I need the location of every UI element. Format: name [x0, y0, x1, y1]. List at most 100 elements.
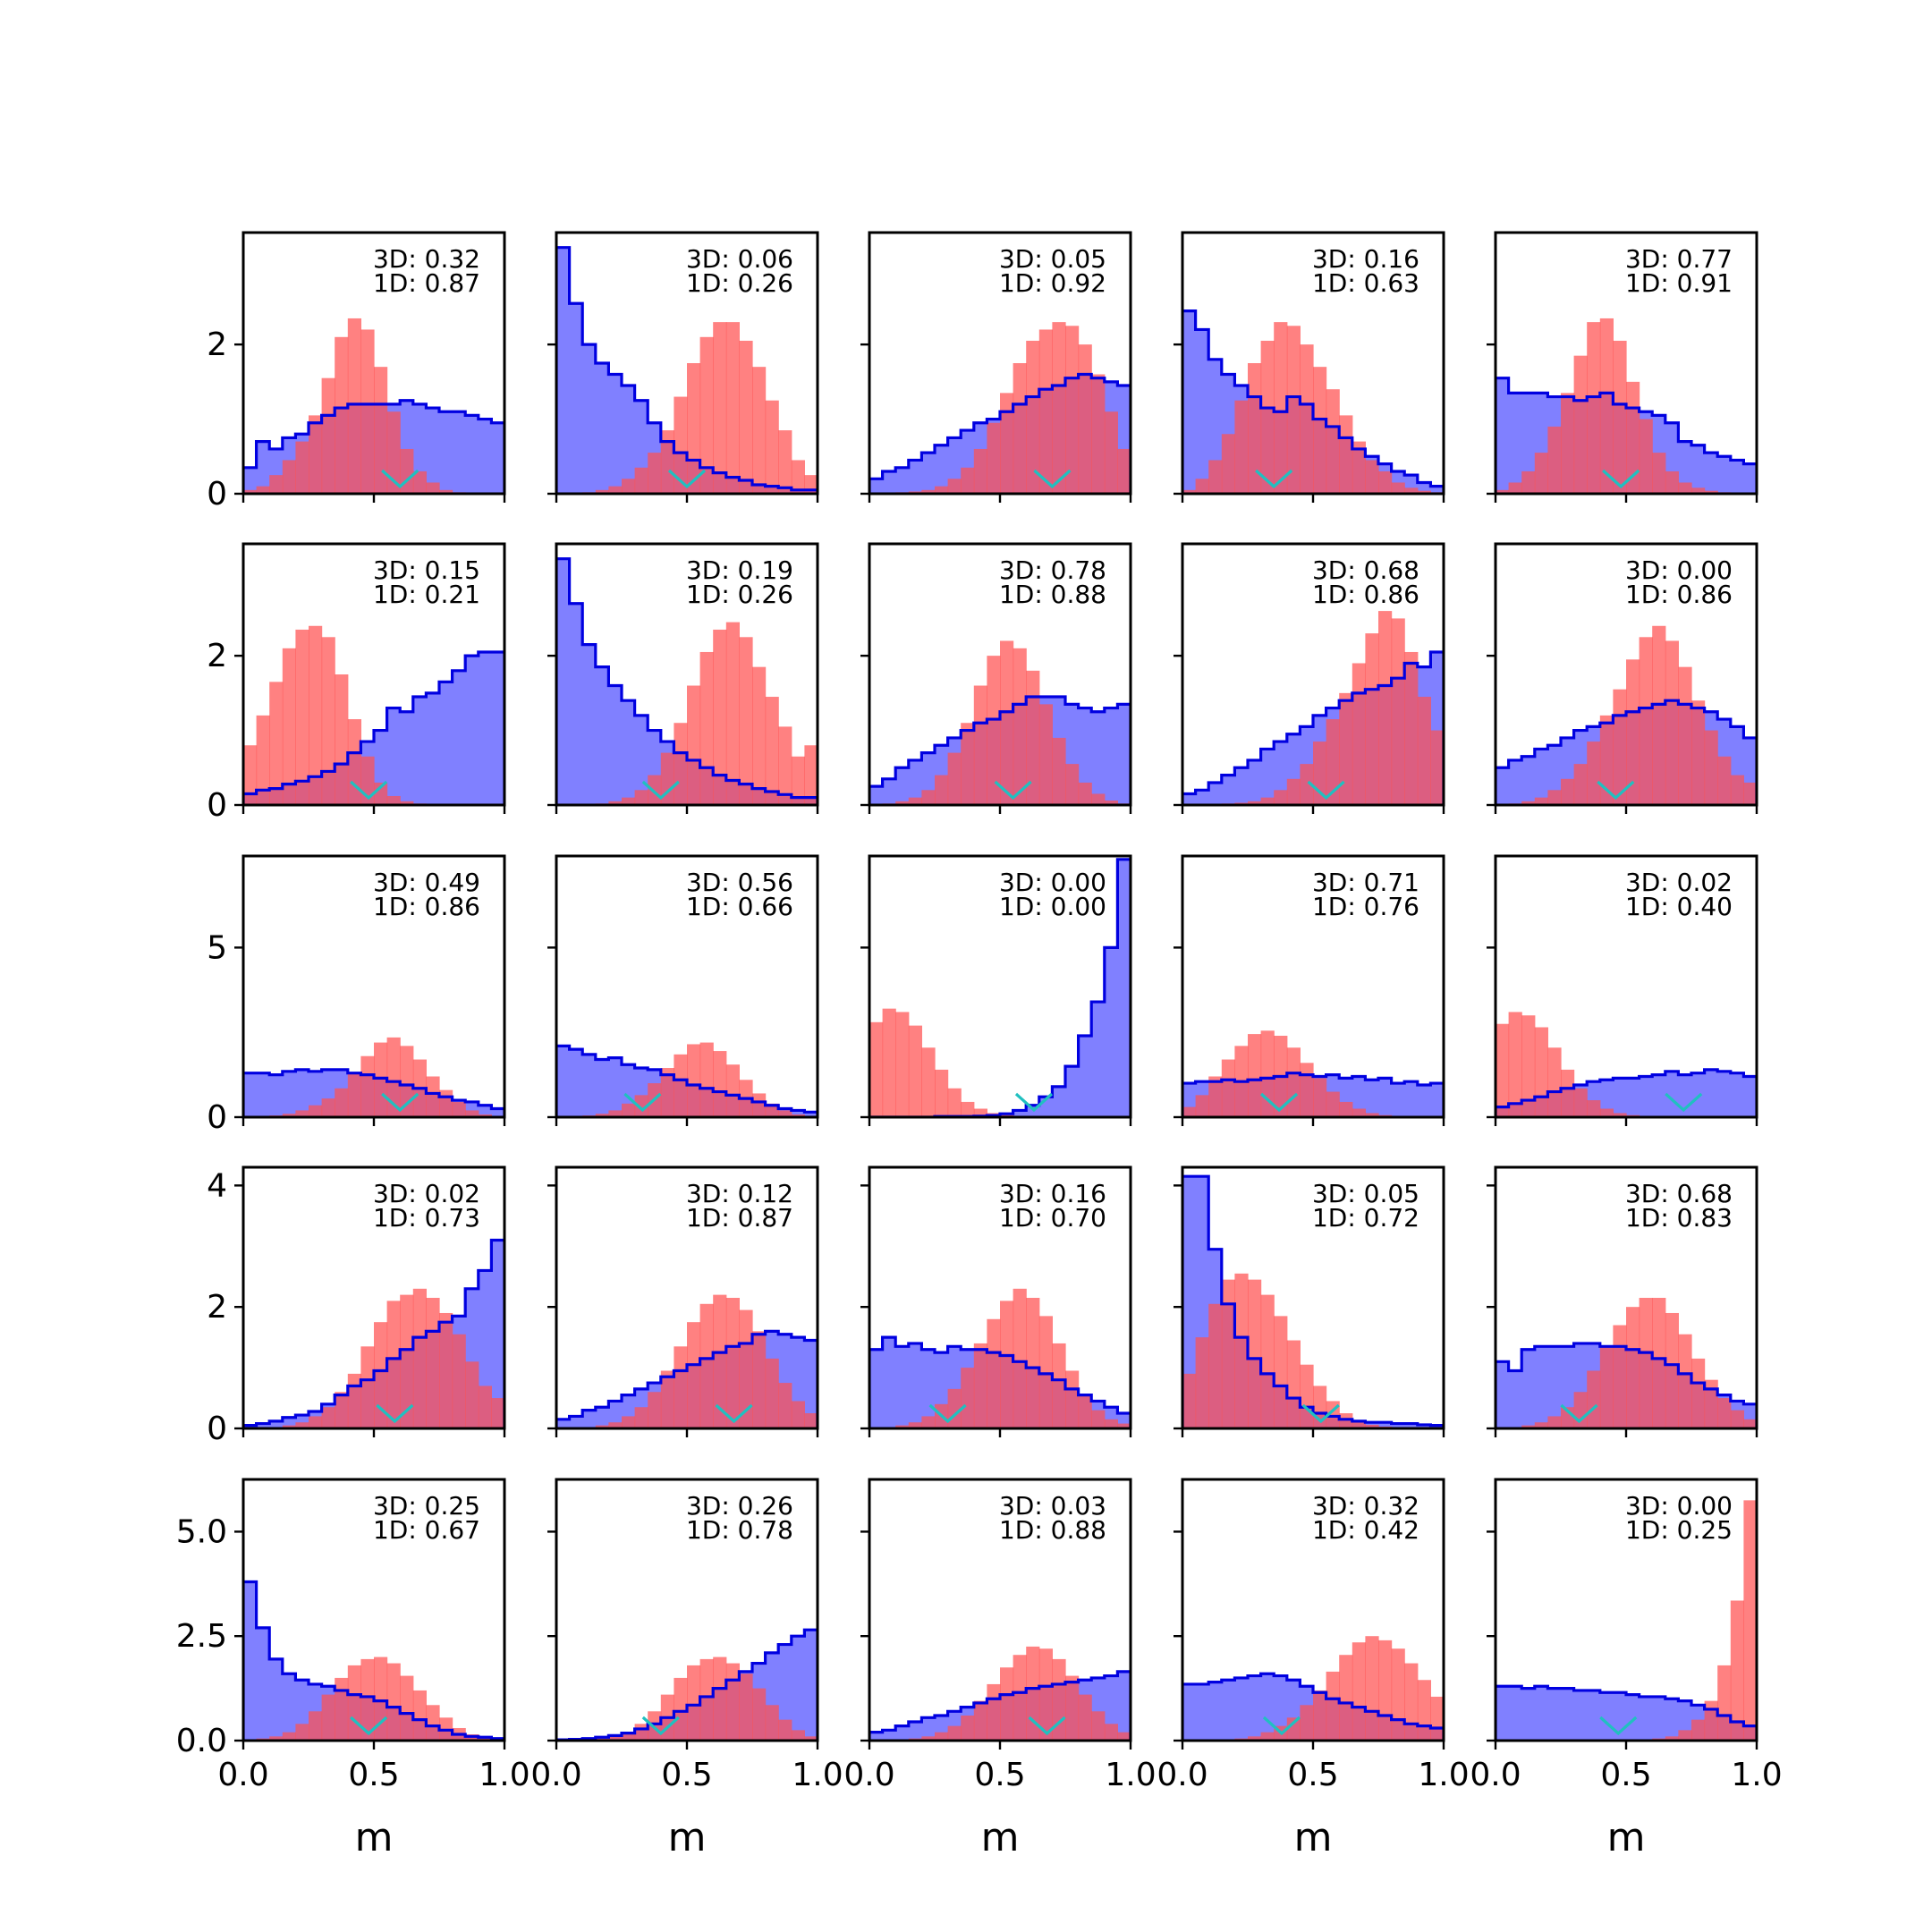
marker-v [1028, 1716, 1066, 1736]
step-line-3d [243, 650, 504, 805]
bar-1d [1626, 1307, 1640, 1428]
x-tick-label: 0.0 [530, 1757, 581, 1793]
bar-1d [347, 1072, 361, 1117]
bar-1d [1704, 490, 1718, 494]
bar-1d [1691, 487, 1706, 494]
bar-1d [1274, 790, 1288, 805]
plot-area [243, 625, 504, 805]
bar-3d [791, 1110, 805, 1117]
bar-1d [465, 1361, 479, 1428]
bar-1d [765, 1103, 779, 1117]
annotation-3d: 3D: 0.77 [1625, 244, 1733, 274]
bar-1d [1730, 1600, 1744, 1741]
bar-1d [791, 756, 805, 805]
annotation-1d: 1D: 0.26 [686, 268, 793, 298]
bar-3d [1195, 1683, 1209, 1741]
bar-1d [765, 697, 779, 805]
bar-1d [1704, 1700, 1718, 1741]
step-line-3d [556, 1628, 818, 1741]
bar-1d [634, 1407, 648, 1428]
bar-1d [1691, 1358, 1706, 1428]
bar-1d [1430, 730, 1444, 805]
bar-1d [1038, 1316, 1053, 1428]
bar-1d [660, 430, 674, 494]
bar-1d [1274, 322, 1288, 494]
bar-1d [1678, 482, 1692, 494]
bar-1d [1547, 790, 1562, 805]
bar-3d [582, 1054, 597, 1117]
bar-3d [569, 1416, 583, 1428]
bar-3d [1743, 463, 1757, 494]
marker-v [1597, 780, 1635, 801]
bar-1d [1104, 800, 1118, 805]
bar-1d [1639, 419, 1653, 494]
bar-3d [804, 1340, 818, 1428]
x-tick-label: 0.5 [1600, 1757, 1651, 1793]
plot-area [556, 1294, 818, 1428]
bar-1d [1091, 1410, 1106, 1428]
annotation-1d: 1D: 0.76 [1312, 892, 1419, 921]
bar-1d [1652, 625, 1666, 805]
bar-1d [1221, 1279, 1235, 1428]
bar-3d [478, 1105, 492, 1117]
bar-1d [1547, 426, 1562, 494]
bar-3d [256, 1423, 270, 1428]
bar-1d [1013, 648, 1027, 805]
bar-1d [1195, 1337, 1209, 1428]
step-line-3d [1182, 1672, 1444, 1741]
bar-1d [1221, 1059, 1235, 1117]
bar-1d [1274, 1316, 1288, 1428]
bar-3d [256, 441, 270, 494]
marker-v [1014, 1092, 1054, 1113]
bar-1d [1613, 1325, 1627, 1428]
bar-3d [1378, 1078, 1393, 1117]
annotation-1d: 1D: 0.78 [686, 1515, 793, 1545]
plot-area [1182, 1174, 1444, 1428]
marker-v [1560, 1403, 1598, 1424]
bar-1d [269, 475, 284, 494]
bar-3d [269, 1074, 284, 1117]
bar-3d [1691, 445, 1706, 494]
bar-1d [1326, 389, 1340, 494]
bar-3d [1599, 1692, 1614, 1741]
bar-1d [1717, 756, 1732, 805]
bar-3d [1078, 1035, 1092, 1117]
bar-1d [1743, 1419, 1757, 1428]
marker-v [641, 1716, 680, 1736]
bar-1d [374, 1322, 388, 1428]
bar-3d [1248, 759, 1262, 805]
x-tick-label: 1.0 [792, 1757, 843, 1793]
bar-3d [1391, 1423, 1405, 1428]
bar-3d [791, 1636, 805, 1741]
bar-3d [1496, 767, 1510, 805]
bar-1d [1521, 1015, 1536, 1117]
y-tick-label: 5.0 [176, 1513, 227, 1550]
bar-3d [569, 303, 583, 494]
x-tick-label: 0.5 [1287, 1757, 1338, 1793]
bar-1d [608, 1422, 623, 1428]
bar-1d [321, 1407, 335, 1428]
bar-1d [1326, 1671, 1340, 1741]
bar-1d [1665, 470, 1679, 494]
plot-area [869, 858, 1131, 1117]
bar-1d [295, 1110, 309, 1117]
bar-3d [243, 1072, 258, 1117]
bar-1d [1496, 1023, 1510, 1117]
bar-3d [595, 666, 609, 805]
x-tick-label: 0.5 [974, 1757, 1025, 1793]
bar-1d [1313, 1690, 1327, 1741]
bar-1d [622, 1732, 636, 1741]
marker-v [641, 780, 680, 801]
bar-1d [426, 1076, 440, 1117]
bar-3d [1717, 1071, 1732, 1117]
annotation-1d: 1D: 0.42 [1312, 1515, 1419, 1545]
plot-area [243, 1580, 504, 1741]
bar-1d [1065, 764, 1080, 805]
bar-1d [1038, 329, 1053, 494]
